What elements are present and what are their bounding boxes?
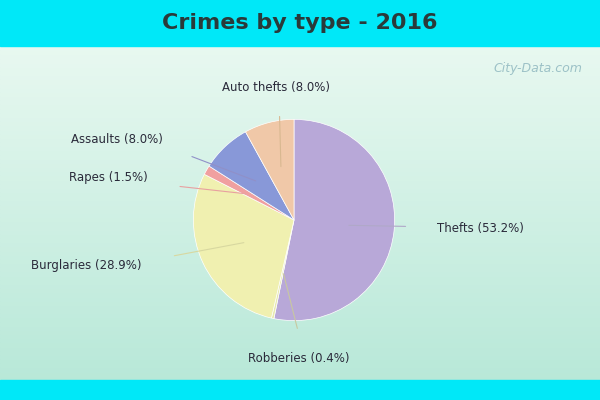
Text: Thefts (53.2%): Thefts (53.2%) [437, 222, 524, 234]
Bar [0, 351, 600, 355]
Bar [0, 230, 600, 234]
Bar [0, 292, 600, 296]
Bar [0, 125, 600, 130]
Text: Assaults (8.0%): Assaults (8.0%) [71, 133, 163, 146]
Bar [0, 176, 600, 180]
Bar [0, 109, 600, 113]
Bar [0, 309, 600, 313]
Bar [0, 117, 600, 121]
Bar [0, 79, 600, 84]
Bar [0, 163, 600, 167]
Bar [0, 146, 600, 150]
Bar [0, 75, 600, 79]
Bar [0, 46, 600, 50]
Bar [0, 159, 600, 163]
Bar [0, 330, 600, 334]
Bar [0, 217, 600, 221]
Text: Crimes by type - 2016: Crimes by type - 2016 [162, 13, 438, 33]
Bar [0, 272, 600, 276]
Bar [0, 138, 600, 142]
Bar [0, 92, 600, 96]
Bar [0, 188, 600, 192]
Wedge shape [245, 119, 294, 220]
Bar [0, 226, 600, 230]
Bar [0, 296, 600, 301]
Bar [0, 376, 600, 380]
Bar [0, 363, 600, 368]
Wedge shape [271, 220, 294, 319]
Bar [0, 180, 600, 184]
Bar [0, 192, 600, 196]
Bar [0, 368, 600, 372]
Wedge shape [205, 166, 294, 220]
Bar [0, 142, 600, 146]
Text: Rapes (1.5%): Rapes (1.5%) [70, 171, 148, 184]
Bar [0, 280, 600, 284]
Text: City-Data.com: City-Data.com [493, 62, 582, 75]
Bar [0, 104, 600, 109]
Bar [0, 213, 600, 217]
Bar [0, 196, 600, 200]
Bar [0, 234, 600, 238]
Bar [0, 113, 600, 117]
Bar [0, 209, 600, 213]
Bar [0, 346, 600, 351]
Bar [0, 334, 600, 338]
Bar [0, 67, 600, 71]
Bar [0, 96, 600, 100]
Bar [0, 359, 600, 363]
Bar [0, 372, 600, 376]
Wedge shape [274, 119, 395, 321]
Bar [0, 242, 600, 246]
Bar [0, 100, 600, 104]
Bar [0, 0, 600, 46]
Bar [0, 121, 600, 125]
Bar [0, 301, 600, 305]
Bar [0, 71, 600, 75]
Bar [0, 313, 600, 317]
Bar [0, 355, 600, 359]
Bar [0, 267, 600, 272]
Bar [0, 205, 600, 209]
Bar [0, 284, 600, 288]
Bar [0, 246, 600, 250]
Bar [0, 88, 600, 92]
Text: Auto thefts (8.0%): Auto thefts (8.0%) [222, 81, 330, 94]
Bar [0, 276, 600, 280]
Text: Burglaries (28.9%): Burglaries (28.9%) [31, 259, 141, 272]
Bar [0, 167, 600, 171]
Bar [0, 58, 600, 63]
Bar [0, 250, 600, 255]
Bar [0, 200, 600, 205]
Bar [0, 150, 600, 154]
Bar [0, 221, 600, 226]
Bar [0, 171, 600, 176]
Bar [0, 130, 600, 134]
Bar [0, 342, 600, 346]
Bar [0, 84, 600, 88]
Bar [0, 305, 600, 309]
Wedge shape [209, 132, 294, 220]
Text: Robberies (0.4%): Robberies (0.4%) [248, 352, 350, 365]
Bar [0, 154, 600, 159]
Bar [0, 322, 600, 326]
Bar [0, 134, 600, 138]
Bar [0, 263, 600, 267]
Bar [0, 326, 600, 330]
Bar [0, 288, 600, 292]
Bar [0, 259, 600, 263]
Bar [0, 380, 600, 400]
Wedge shape [193, 174, 294, 318]
Bar [0, 238, 600, 242]
Bar [0, 184, 600, 188]
Bar [0, 338, 600, 342]
Bar [0, 54, 600, 58]
Bar [0, 317, 600, 322]
Bar [0, 255, 600, 259]
Bar [0, 50, 600, 54]
Bar [0, 63, 600, 67]
